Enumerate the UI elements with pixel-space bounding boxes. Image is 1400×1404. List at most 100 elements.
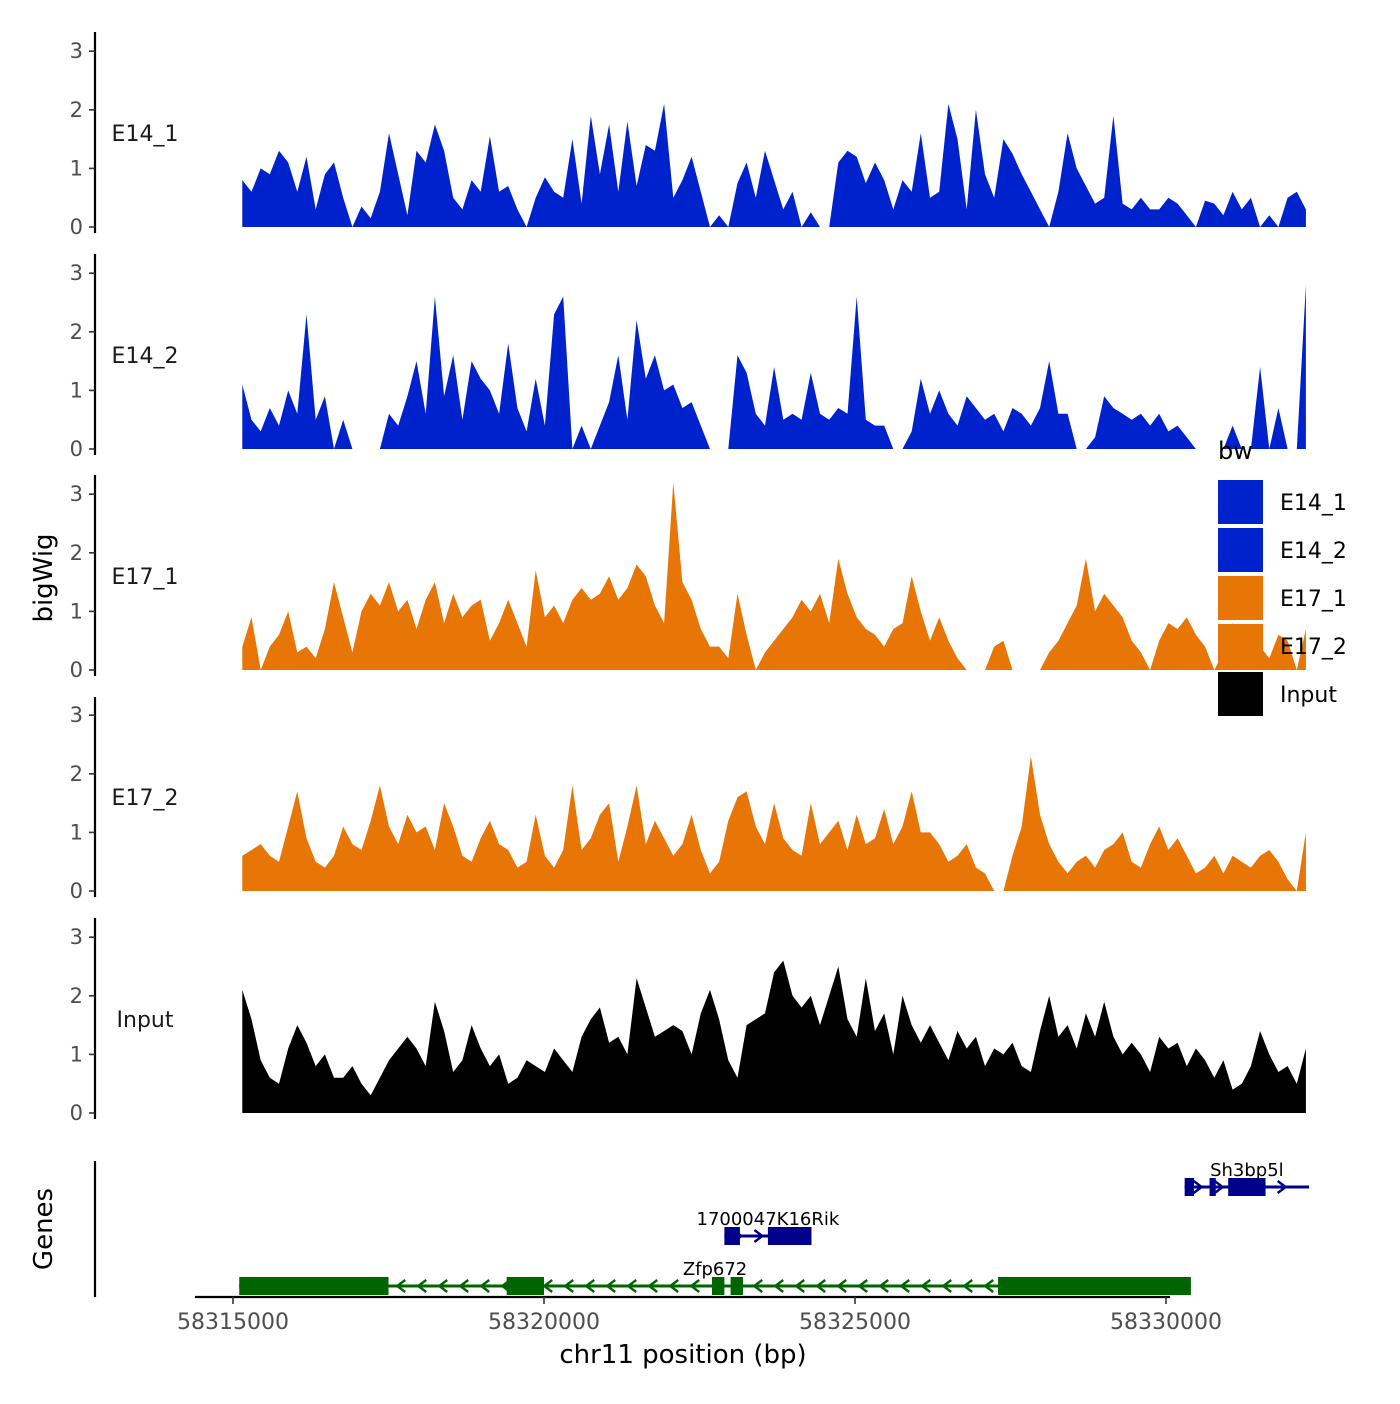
area-segment-E14_2 <box>334 419 353 449</box>
area-segment-E14_1 <box>710 215 729 227</box>
y-tick-label: 1 <box>70 378 83 402</box>
area-segment-E17_2 <box>242 785 995 891</box>
strand-arrow <box>794 1279 805 1293</box>
legend-swatch-E14_2 <box>1218 528 1263 572</box>
gene-label: Zfp672 <box>683 1259 747 1280</box>
track-label: E14_2 <box>112 344 179 369</box>
legend-entry-label: E17_2 <box>1280 635 1347 660</box>
area-segment-E14_1 <box>242 150 353 227</box>
area-segment-E14_2 <box>590 320 710 449</box>
area-segment-E14_2 <box>572 425 591 449</box>
strand-arrow <box>626 1279 637 1293</box>
area-segment-E14_2 <box>902 361 1077 449</box>
strand-arrow <box>668 1279 679 1293</box>
y-tick-label: 2 <box>70 762 83 786</box>
gene-1700047K16Rik: 1700047K16Rik <box>697 1209 840 1245</box>
gene-label: Sh3bp5l <box>1210 1160 1284 1181</box>
y-tick-label: 1 <box>70 820 83 844</box>
area-segment-E17_2 <box>1296 832 1306 891</box>
y-tick-label: 0 <box>70 1101 83 1125</box>
track-label: E17_1 <box>112 565 179 590</box>
area-segment-E17_1 <box>755 558 967 670</box>
strand-arrow <box>878 1279 889 1293</box>
legend-entry-label: E14_2 <box>1280 539 1347 564</box>
area-segment-E14_1 <box>1049 115 1196 227</box>
y-tick-label: 0 <box>70 658 83 682</box>
strand-arrow <box>584 1279 595 1293</box>
area-segment-E17_1 <box>1296 629 1306 670</box>
track-E17_1: 0 1 2 3 E17_1 <box>70 475 1306 682</box>
strand-arrow <box>752 1279 763 1293</box>
strand-arrow <box>1213 1180 1225 1194</box>
y-tick-label: 3 <box>70 482 83 506</box>
y-tick-label: 3 <box>70 703 83 727</box>
area-segment-Input <box>242 960 1306 1113</box>
strand-arrow <box>689 1279 700 1293</box>
x-axis-label: chr11 position (bp) <box>559 1340 806 1370</box>
area-segment-E14_1 <box>1195 191 1261 227</box>
y-tick-label: 2 <box>70 98 83 122</box>
exon <box>724 1227 740 1245</box>
area-segment-E17_1 <box>1040 558 1151 670</box>
legend-swatch-E14_1 <box>1218 480 1263 524</box>
area-segment-E14_1 <box>728 150 802 227</box>
strand-arrow <box>479 1279 490 1293</box>
strand-arrow <box>563 1279 574 1293</box>
strand-arrow <box>941 1279 952 1293</box>
area-segment-E17_1 <box>1150 617 1215 670</box>
area-segment-E14_1 <box>829 103 1050 227</box>
strand-arrow <box>1276 1180 1288 1194</box>
strand-arrow <box>395 1279 406 1293</box>
area-segment-E17_1 <box>260 482 756 670</box>
area-segment-E14_2 <box>1223 425 1242 449</box>
exon <box>767 1227 812 1245</box>
legend-swatch-E17_1 <box>1218 576 1263 620</box>
strand-arrow <box>920 1279 931 1293</box>
y-tick-label: 0 <box>70 215 83 239</box>
area-segment-E14_1 <box>1278 191 1306 227</box>
track-E14_1: 0 1 2 3 E14_1 <box>70 32 1306 239</box>
track-label: E17_2 <box>112 786 179 811</box>
x-tick-label: 58315000 <box>177 1310 289 1335</box>
gene-Sh3bp5l: Sh3bp5l <box>1184 1160 1310 1196</box>
area-segment-E17_1 <box>242 617 261 670</box>
legend-title: bw <box>1218 437 1253 465</box>
exon <box>711 1277 725 1295</box>
exon <box>506 1277 544 1295</box>
track-E17_2: 0 1 2 3 E17_2 <box>70 697 1306 903</box>
genes-axis-label: Genes <box>29 1188 59 1270</box>
track-label: E14_1 <box>112 122 179 147</box>
area-segment-E14_1 <box>526 103 710 227</box>
strand-arrow <box>542 1279 553 1293</box>
legend: bw E14_1 E14_2 E17_1 E17_2 Input <box>1218 437 1347 716</box>
y-tick-label: 1 <box>70 1042 83 1066</box>
area-segment-E14_2 <box>1250 367 1270 449</box>
y-tick-label: 1 <box>70 599 83 623</box>
exon <box>1209 1178 1216 1196</box>
area-segment-E14_1 <box>801 212 820 227</box>
area-segment-E14_2 <box>242 314 334 449</box>
y-tick-label: 3 <box>70 261 83 285</box>
strand-arrow <box>437 1279 448 1293</box>
area-segment-E14_2 <box>1085 396 1196 449</box>
exon <box>239 1277 389 1295</box>
gene-Zfp672: Zfp672 <box>239 1259 1191 1295</box>
bigwig-tracks: 0 1 2 3 E14_1 0 1 2 3 E14_2 0 1 2 3 E17_1 0 1 2 3 E17_2 0 1 2 3… <box>70 32 1306 1125</box>
y-axis-label: bigWig <box>29 533 59 622</box>
legend-entry-label: Input <box>1280 683 1337 708</box>
exon <box>1228 1178 1266 1196</box>
strand-arrow <box>815 1279 826 1293</box>
strand-arrow <box>753 1229 765 1243</box>
y-tick-label: 0 <box>70 437 83 461</box>
gene-track: Sh3bp5l 1700047K16Rik Zfp672 <box>93 1160 1310 1297</box>
y-tick-label: 1 <box>70 156 83 180</box>
x-axis: 58315000 58320000 58325000 58330000 <box>177 1295 1222 1335</box>
area-segment-E14_2 <box>1269 408 1288 449</box>
exon <box>730 1277 744 1295</box>
y-tick-label: 2 <box>70 320 83 344</box>
y-tick-label: 3 <box>70 925 83 949</box>
strand-arrow <box>899 1279 910 1293</box>
strand-arrow <box>836 1279 847 1293</box>
